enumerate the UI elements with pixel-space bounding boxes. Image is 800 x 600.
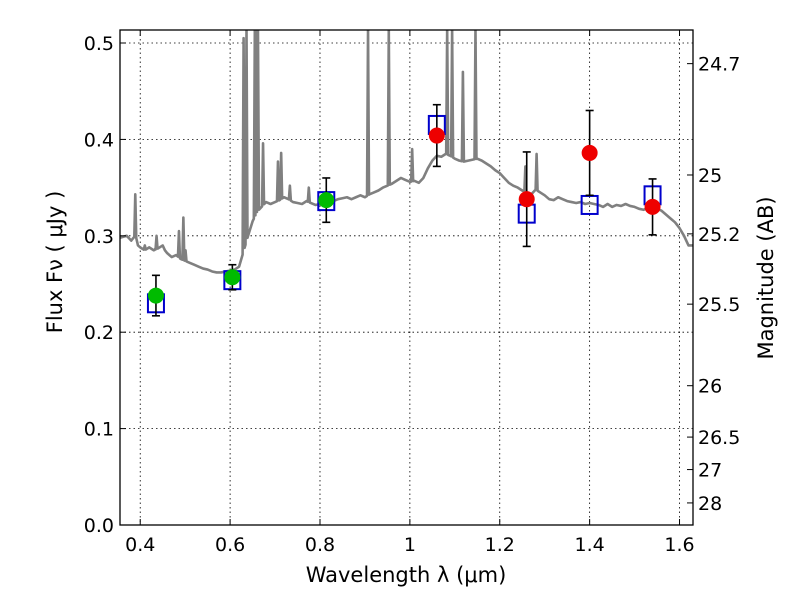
x-tick-label: 1 [404,534,416,556]
y-tick-label: 0.5 [84,33,114,55]
observed-nir-point [644,198,661,215]
x-axis-label: Wavelength λ (μm) [306,563,507,587]
observed-nir-point [518,191,535,208]
x-tick-label: 0.6 [215,534,245,556]
observed-optical-point [147,287,164,304]
x-tick-label: 0.4 [125,534,155,556]
x-tick-label: 1.6 [664,534,694,556]
y2-tick-label: 26 [698,376,722,398]
grid-lines [120,30,693,525]
y2-tick-label: 25 [698,165,722,187]
y-axis-label: Flux Fν ( μJy ) [43,191,67,334]
y2-tick-label: 26.5 [698,427,740,449]
y2-tick-label: 24.7 [698,54,740,76]
x-tick-label: 1.4 [575,534,605,556]
axis-labels: Wavelength λ (μm) Flux Fν ( μJy ) Magnit… [43,191,778,587]
observed-nir-point [581,144,598,161]
y2-tick-label: 28 [698,493,722,515]
y-tick-label: 0.3 [84,226,114,248]
plot-area [120,30,693,317]
observed-optical-point [318,192,335,209]
y-tick-label: 0.1 [84,419,114,441]
y-tick-label: 0.4 [84,129,114,151]
model-spectrum-line [120,30,693,274]
x-tick-label: 0.8 [305,534,335,556]
y-tick-label: 0.2 [84,322,114,344]
y2-tick-label: 27 [698,460,722,482]
y2-axis-label: Magnitude (AB) [754,196,778,359]
y-tick-label: 0.0 [84,515,114,537]
observed-optical-point [224,269,241,286]
x-tick-label: 1.2 [485,534,515,556]
axes-frame [119,29,694,526]
y2-tick-label: 25.2 [698,224,740,246]
y2-tick-label: 25.5 [698,294,740,316]
axes: 0.4 0.6 0.8 1 1.2 1.4 1.6 0.0 0.1 0.2 0.3 0.4 0.5 24.… [84,29,740,556]
observed-nir-point [428,127,445,144]
